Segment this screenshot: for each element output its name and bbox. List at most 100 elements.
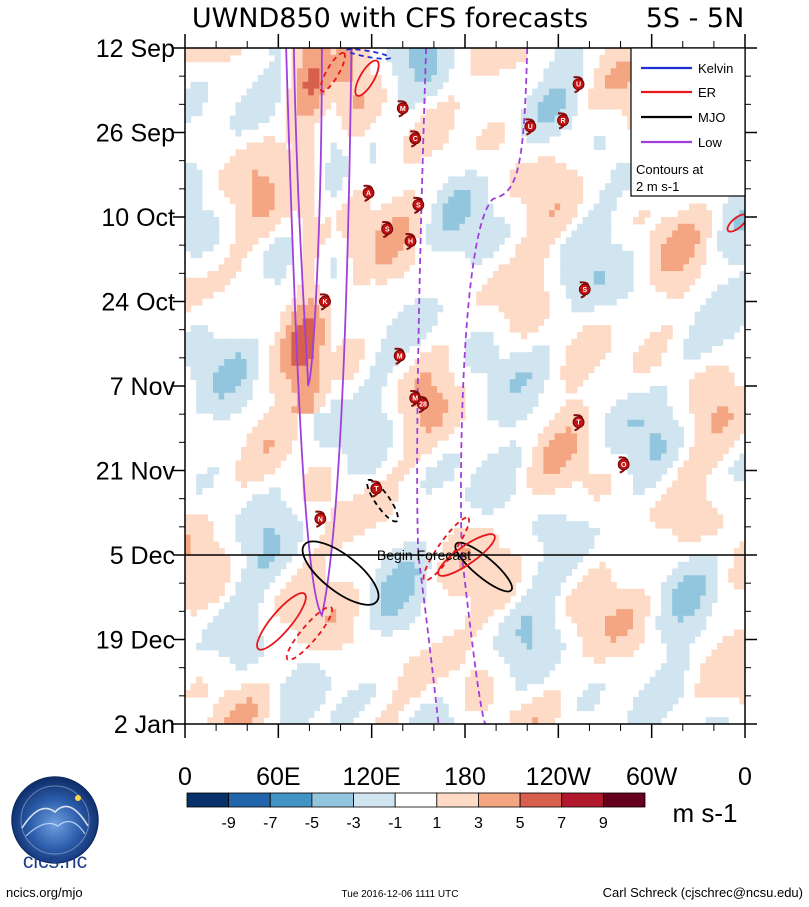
mjo-contour-3 [366, 478, 399, 523]
low-contour-1 [292, 48, 323, 387]
colorbar-swatch-4 [353, 792, 396, 808]
storm-marker-7 [412, 199, 425, 211]
er-contour-6 [354, 59, 380, 97]
legend-note-line2: 2 m s-1 [636, 179, 679, 194]
low-contour-2 [285, 48, 353, 618]
colorbar-swatch-10 [602, 792, 646, 808]
storm-marker-15 [572, 416, 585, 429]
x-tick-label-4: 120W [526, 763, 592, 791]
storm-marker-8 [381, 223, 394, 235]
low-contour-dashed-1 [416, 48, 440, 724]
colorbar-label-2: -5 [305, 815, 319, 832]
storm-marker-10 [319, 295, 331, 308]
legend-er-label: ER [698, 85, 716, 100]
axes: 12 Sep 26 Sep 10 Oct 24 Oct 7 Nov 21 Nov 5 Dec… [96, 34, 757, 791]
storm-marker-4 [524, 120, 537, 133]
x-tick-label-6: 0 [738, 763, 752, 791]
storm-label-5: R [560, 118, 565, 125]
colorbar-swatch-8 [519, 792, 563, 808]
x-tick-label-0: 0 [178, 763, 192, 791]
low-contour-dashed-2 [460, 48, 529, 724]
chart-region: 5S - 5N [646, 3, 745, 34]
storm-label-16: O [621, 462, 627, 469]
colorbar-label-8: 7 [557, 815, 566, 832]
storm-label-17: T [374, 486, 379, 493]
colorbar-label-4: -1 [388, 815, 402, 832]
footer-url: ncics.org/mjo [6, 885, 83, 900]
y-tick-label-0: 12 Sep [96, 35, 175, 63]
er-contour-3 [437, 533, 496, 577]
y-tick-label-6: 5 Dec [110, 542, 175, 570]
storm-label-9: H [408, 239, 413, 246]
storm-marker-3 [409, 132, 422, 145]
x-tick-label-3: 180 [444, 763, 486, 791]
er-contour-5 [319, 51, 346, 93]
storm-label-11: S [582, 287, 587, 294]
logo-text: cics.nc [23, 850, 87, 873]
footer-timestamp: Tue 2016-12-06 1111 UTC [342, 889, 459, 900]
legend-kelvin-label: Kelvin [698, 61, 733, 76]
y-tick-label-8: 2 Jan [114, 711, 175, 739]
colorbar-swatch-5 [394, 792, 438, 808]
mjo-contour-1 [301, 540, 380, 606]
storm-marker-12 [393, 349, 406, 362]
kelvin-contour-1 [345, 48, 392, 60]
colorbar-label-5: 1 [432, 815, 441, 832]
storm-label-13: M [412, 396, 418, 403]
colorbar-swatch-1 [228, 792, 271, 808]
y-tick-label-7: 19 Dec [96, 627, 175, 655]
storm-marker-9 [404, 235, 417, 248]
storm-label-1: U [576, 82, 581, 89]
x-tick-label-5: 60W [626, 763, 678, 791]
storm-marker-2 [396, 102, 409, 115]
storm-label-4: U [528, 124, 533, 131]
colorbar-label-1: -7 [263, 815, 277, 832]
storm-marker-6 [362, 186, 375, 199]
er-contour-2 [285, 606, 334, 661]
storm-marker-13 [409, 392, 422, 404]
storm-label-8: S [385, 227, 390, 234]
storm-label-3: C [413, 136, 418, 143]
storm-marker-5 [557, 114, 569, 127]
storm-marker-17 [370, 482, 383, 495]
tropical-cyclone-markers: JUMCURASSHKSMM28TOTN [314, 51, 658, 528]
colorbar-label-0: -9 [222, 815, 236, 832]
colorbar-swatch-6 [436, 792, 479, 808]
colorbar-units: m s-1 [673, 798, 738, 828]
storm-marker-11 [578, 283, 591, 296]
footer-author: Carl Schreck (cjschrec@ncsu.edu) [603, 885, 803, 900]
colorbar-swatch-3 [311, 792, 354, 808]
cicsnc-logo: cics.nc [11, 776, 99, 873]
colorbar-label-7: 5 [516, 815, 525, 832]
storm-label-10: K [322, 299, 327, 306]
storm-marker-14 [417, 398, 429, 411]
colorbar-swatch-2 [269, 792, 313, 808]
colorbar-label-6: 3 [474, 815, 483, 832]
storm-label-2: M [400, 106, 406, 113]
storm-marker-1 [572, 78, 585, 91]
colorbar: -9 -7 -5 -3 -1 1 3 5 7 9 [186, 792, 646, 832]
x-tick-label-2: 120E [342, 763, 400, 791]
storm-marker-16 [617, 458, 630, 471]
er-contour-1 [256, 592, 307, 651]
legend-note-line1: Contours at [636, 162, 704, 177]
filter-contours [256, 48, 745, 724]
y-tick-label-2: 10 Oct [101, 204, 175, 232]
mjo-contour-2 [454, 541, 513, 593]
storm-label-12: M [397, 353, 403, 360]
legend: Kelvin ER MJO Low Contours at 2 m s-1 [630, 47, 746, 197]
forecast-start-label: Begin Forecast [377, 547, 471, 563]
legend-low-label: Low [698, 135, 722, 150]
storm-label-15: T [576, 420, 581, 427]
colorbar-label-3: -3 [346, 815, 360, 832]
x-tick-label-1: 60E [256, 763, 300, 791]
colorbar-swatch-9 [561, 792, 604, 808]
storm-marker-18 [314, 512, 327, 525]
colorbar-label-9: 9 [599, 815, 608, 832]
colorbar-swatch-0 [186, 792, 230, 808]
y-tick-label-5: 21 Nov [96, 458, 176, 486]
legend-mjo-label: MJO [698, 110, 725, 125]
y-tick-label-3: 24 Oct [101, 289, 175, 317]
er-contour-7 [726, 213, 745, 233]
